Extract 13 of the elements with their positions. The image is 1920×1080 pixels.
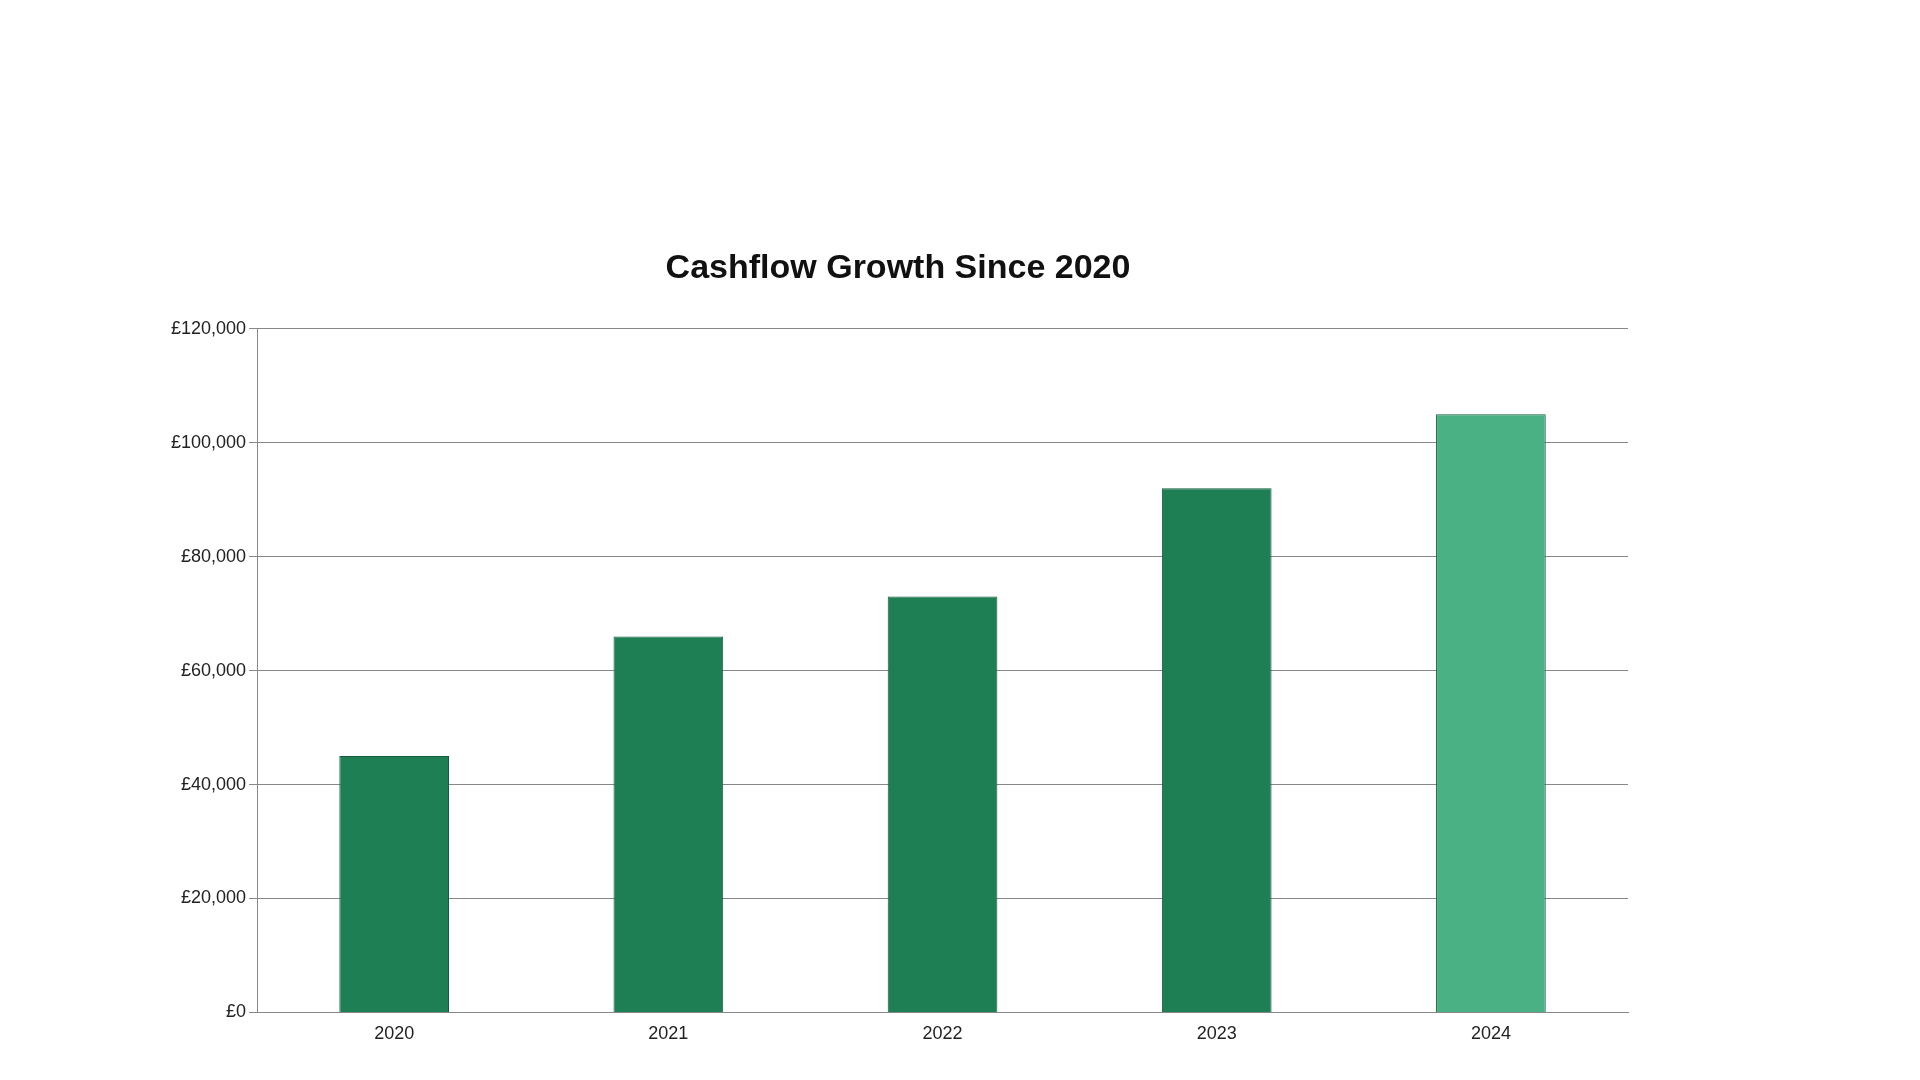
y-tick-label: £0 [226,1001,247,1022]
y-tick-label: £120,000 [171,317,247,338]
y-tick-label: £80,000 [181,545,247,566]
x-tick-label: 2020 [374,1023,415,1044]
chart-title: Cashflow Growth Since 2020 [665,246,1131,285]
y-tick-label: £100,000 [171,431,247,452]
x-tick-label: 2022 [922,1023,963,1044]
x-tick-label: 2023 [1196,1023,1237,1044]
x-tick-label: 2024 [1470,1023,1511,1044]
x-tick-label: 2021 [648,1023,689,1044]
y-tick-label: £40,000 [181,773,247,794]
y-tick-label: £60,000 [181,659,247,680]
y-tick-label: £20,000 [181,887,247,908]
